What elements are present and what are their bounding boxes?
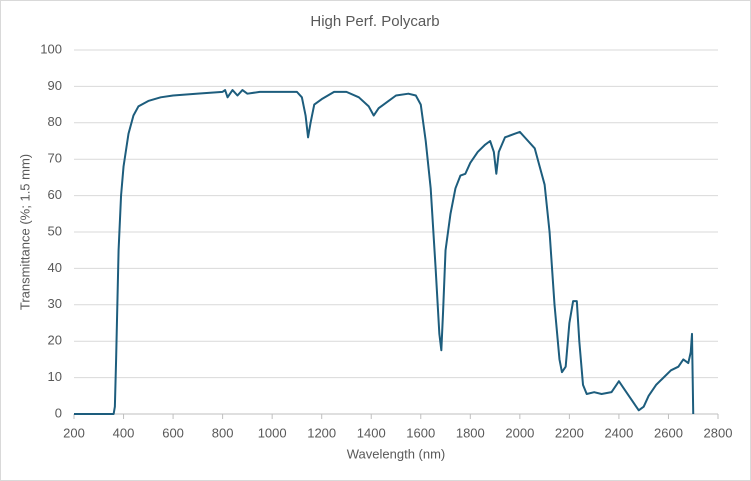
x-tick-label: 1000 <box>258 425 287 440</box>
chart-title: High Perf. Polycarb <box>310 13 439 30</box>
y-tick-label: 70 <box>48 151 62 166</box>
y-tick-label: 100 <box>40 41 62 56</box>
y-tick-label: 80 <box>48 114 62 129</box>
y-tick-label: 0 <box>55 405 62 420</box>
x-tick-label: 1400 <box>357 425 386 440</box>
x-axis-label: Wavelength (nm) <box>347 446 446 461</box>
y-axis-label: Transmittance (%; 1.5 mm) <box>17 154 32 310</box>
x-tick-label: 2800 <box>704 425 733 440</box>
x-tick-label: 200 <box>63 425 85 440</box>
y-tick-label: 10 <box>48 369 62 384</box>
y-tick-label: 40 <box>48 260 62 275</box>
x-tick-label: 1800 <box>456 425 485 440</box>
x-tick-label: 2000 <box>505 425 534 440</box>
x-tick-label: 400 <box>113 425 135 440</box>
x-tick-label: 1600 <box>406 425 435 440</box>
x-tick-label: 2200 <box>555 425 584 440</box>
y-tick-label: 90 <box>48 78 62 93</box>
x-tick-label: 1200 <box>307 425 336 440</box>
y-tick-label: 60 <box>48 187 62 202</box>
x-tick-label: 600 <box>162 425 184 440</box>
y-tick-label: 30 <box>48 296 62 311</box>
y-tick-label: 50 <box>48 223 62 238</box>
x-tick-label: 800 <box>212 425 234 440</box>
x-tick-label: 2400 <box>604 425 633 440</box>
data-line <box>74 89 695 415</box>
x-tick-label: 2600 <box>654 425 683 440</box>
y-tick-label: 20 <box>48 333 62 348</box>
